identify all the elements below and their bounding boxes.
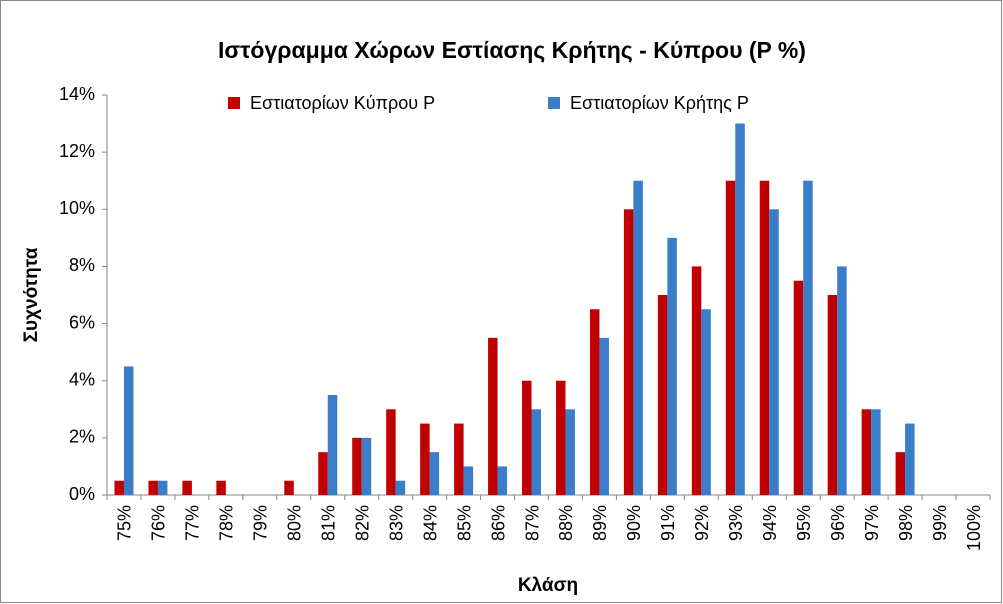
bar	[386, 409, 396, 495]
bar	[871, 409, 881, 495]
bar	[895, 452, 906, 495]
x-tick-label: 100%	[964, 505, 984, 551]
x-tick-label: 80%	[285, 505, 305, 541]
bar	[803, 180, 813, 495]
bar	[284, 480, 294, 495]
bar	[395, 480, 406, 495]
chart-title: Ιστόγραμμα Χώρων Εστίασης Κρήτης - Κύπρο…	[218, 37, 806, 63]
bar	[691, 266, 702, 495]
bar	[565, 409, 575, 495]
legend-label: Εστιατορίων Κύπρου P	[250, 93, 435, 113]
bar	[429, 452, 440, 495]
x-tick-label: 96%	[828, 505, 848, 541]
bar	[327, 395, 338, 495]
y-tick-label: 8%	[69, 255, 95, 275]
bar	[148, 480, 158, 495]
bar	[589, 309, 600, 495]
bar	[905, 423, 915, 495]
bar	[725, 180, 736, 495]
bar	[216, 480, 226, 495]
bar	[827, 295, 838, 495]
x-tick-label: 98%	[896, 505, 916, 541]
bar	[837, 266, 847, 495]
bar	[793, 280, 804, 495]
x-tick-label: 95%	[794, 505, 814, 541]
x-tick-label: 79%	[251, 505, 271, 541]
bar	[361, 437, 372, 495]
bar	[522, 380, 532, 495]
y-tick-label: 4%	[69, 369, 95, 389]
x-tick-label: 97%	[862, 505, 882, 541]
x-tick-label: 76%	[149, 505, 169, 541]
legend-label: Εστιατορίων Κρήτης P	[570, 93, 749, 113]
legend-swatch	[548, 97, 560, 109]
legend-swatch	[228, 97, 240, 109]
y-tick-label: 12%	[59, 141, 95, 161]
bar	[633, 180, 643, 495]
y-tick-label: 10%	[59, 198, 95, 218]
bar	[352, 437, 362, 495]
bar	[454, 423, 464, 495]
x-tick-label: 90%	[624, 505, 644, 541]
x-tick-label: 93%	[726, 505, 746, 541]
x-tick-label: 83%	[386, 505, 406, 541]
bar	[157, 480, 168, 495]
x-tick-label: 75%	[115, 505, 135, 541]
bar	[759, 180, 770, 495]
bar	[488, 337, 498, 495]
bar	[667, 237, 677, 495]
bar	[701, 309, 711, 495]
bar	[623, 209, 634, 496]
y-tick-label: 0%	[69, 484, 95, 504]
bar	[657, 295, 668, 495]
x-tick-label: 99%	[930, 505, 950, 541]
y-tick-label: 14%	[59, 84, 95, 104]
y-tick-label: 2%	[69, 427, 95, 447]
x-axis-label: Κλάση	[518, 575, 578, 596]
x-tick-label: 92%	[692, 505, 712, 541]
bar	[769, 209, 779, 496]
bar	[114, 480, 124, 495]
bar	[123, 366, 134, 495]
x-tick-label: 82%	[352, 505, 372, 541]
bar	[497, 466, 508, 495]
bar	[420, 423, 430, 495]
x-tick-label: 86%	[488, 505, 508, 541]
y-tick-label: 6%	[69, 312, 95, 332]
x-tick-label: 91%	[658, 505, 678, 541]
x-tick-label: 78%	[217, 505, 237, 541]
bar	[599, 337, 609, 495]
x-tick-label: 89%	[590, 505, 610, 541]
y-axis-label: Συχνότητα	[21, 247, 42, 342]
x-tick-label: 81%	[319, 505, 339, 541]
bar	[318, 452, 328, 495]
x-tick-label: 88%	[556, 505, 576, 541]
x-tick-label: 87%	[522, 505, 542, 541]
x-tick-label: 85%	[454, 505, 474, 541]
bar	[182, 480, 192, 495]
bar	[531, 409, 542, 495]
x-tick-label: 84%	[420, 505, 440, 541]
bar	[463, 466, 474, 495]
bar	[555, 380, 566, 495]
x-tick-label: 77%	[183, 505, 203, 541]
x-tick-label: 94%	[760, 505, 780, 541]
bar	[861, 409, 872, 495]
bar	[735, 123, 745, 496]
